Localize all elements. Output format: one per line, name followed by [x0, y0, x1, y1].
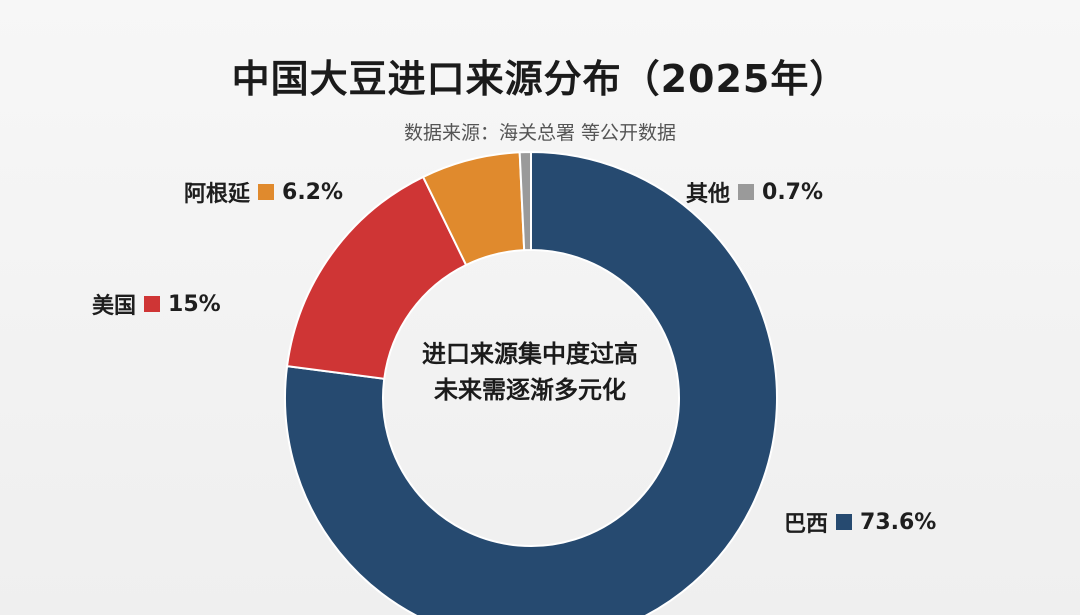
label-other-value: 0.7%: [762, 179, 824, 205]
label-usa-value: 15%: [168, 291, 221, 317]
label-other: 其他 0.7%: [686, 176, 823, 208]
label-brazil-swatch: [836, 514, 853, 530]
chart-subtitle: 数据来源：海关总署 等公开数据: [403, 122, 677, 144]
donut-slice-other: [518, 150, 532, 252]
label-other-swatch: [738, 184, 755, 200]
chart-title: 中国大豆进口来源分布（2025年）: [231, 57, 849, 101]
label-brazil-value: 73.6%: [860, 509, 937, 535]
donut-slices: [284, 150, 778, 615]
label-other-name: 其他: [686, 182, 731, 207]
label-argentina-name: 阿根延: [184, 182, 251, 207]
label-argentina-swatch: [258, 184, 275, 200]
label-argentina: 阿根延 6.2%: [184, 176, 343, 208]
label-usa-name: 美国: [92, 294, 137, 319]
label-argentina-value: 6.2%: [282, 179, 344, 205]
label-brazil: 巴西 73.6%: [784, 506, 936, 538]
donut-slice-brazil: [284, 150, 778, 615]
center-annotation: 进口来源集中度过高 未来需逐渐多元化: [380, 336, 680, 408]
center-annotation-line-2: 未来需逐渐多元化: [434, 376, 626, 404]
center-annotation-line-1: 进口来源集中度过高: [422, 340, 638, 368]
label-usa: 美国 15%: [92, 288, 221, 320]
label-usa-swatch: [144, 296, 161, 312]
label-brazil-name: 巴西: [784, 512, 829, 537]
